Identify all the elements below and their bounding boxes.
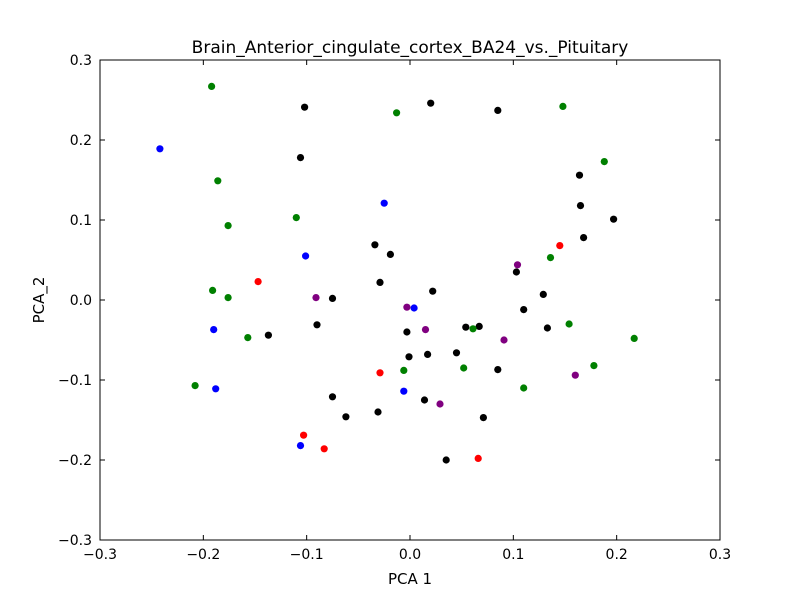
data-point-series1-12 [244,334,252,342]
data-point-series1-18 [520,384,528,392]
data-point-series2-0 [156,145,164,153]
data-point-series0-23 [424,350,432,358]
data-point-series1-10 [565,320,573,328]
data-point-series0-28 [374,408,382,416]
y-tick-label: −0.2 [58,453,92,469]
data-point-series1-16 [400,366,408,374]
data-point-series1-6 [292,214,300,222]
data-point-series4-3 [421,326,430,334]
data-point-series1-0 [208,82,216,90]
x-tick-label: 0.2 [606,547,628,563]
data-point-series1-11 [469,325,477,333]
data-point-series3-1 [254,278,262,286]
data-point-series1-8 [209,286,217,294]
data-point-series2-3 [410,304,418,312]
data-point-series0-30 [479,414,487,422]
data-point-series2-7 [296,442,305,450]
x-tick-label: 0.1 [502,547,524,563]
data-point-series1-9 [224,294,232,302]
data-point-series1-7 [546,254,555,262]
data-point-series3-3 [300,431,308,439]
data-point-series0-11 [429,287,437,295]
data-point-series0-10 [376,278,384,286]
ticks-layer: −0.3 −0.2 −0.1 0.0 0.1 0.2 0.3 −0.3 −0.2 −0.1 0.0 0… [58,53,731,563]
data-point-series0-19 [543,324,552,332]
data-point-series0-29 [342,413,350,421]
data-point-series1-1 [393,109,401,117]
data-point-series1-15 [460,364,468,372]
data-point-series2-6 [400,387,408,395]
data-point-series0-3 [296,154,305,162]
data-point-series1-17 [191,382,199,390]
data-point-series0-14 [328,294,337,302]
data-point-series1-3 [600,158,608,166]
data-point-series4-1 [312,294,320,302]
data-point-series0-16 [313,321,321,329]
data-point-series0-22 [452,349,461,357]
plot-frame [99,59,721,541]
data-point-series0-21 [264,331,272,339]
data-point-series0-18 [475,322,483,330]
x-tick-label: −0.1 [290,547,324,563]
data-point-series0-26 [328,393,337,401]
data-point-series0-15 [520,306,528,314]
data-point-series0-0 [301,103,309,111]
data-point-series3-4 [320,445,328,453]
data-point-series0-20 [403,328,411,336]
data-point-series0-4 [575,171,584,179]
x-tick-label: 0.0 [399,547,421,563]
y-tick-label: −0.1 [58,373,92,389]
data-point-series0-2 [494,106,502,114]
x-tick-label: −0.3 [83,547,117,563]
data-point-series0-25 [494,366,502,374]
data-point-series2-4 [210,326,218,334]
data-point-series0-12 [512,268,521,276]
points-layer [156,82,638,464]
x-tick-label: −0.2 [186,547,220,563]
data-point-series0-1 [427,99,435,107]
data-point-series0-7 [580,234,588,242]
y-tick-label: 0.0 [70,293,92,309]
y-tick-label: −0.3 [58,533,92,549]
data-point-series2-1 [380,199,388,207]
data-point-series0-6 [610,215,618,223]
data-point-series0-8 [371,241,379,249]
data-point-series4-2 [403,303,411,311]
data-point-series3-5 [474,454,482,462]
y-tick-label: 0.2 [70,133,92,149]
data-point-series1-4 [214,177,222,185]
data-point-series0-17 [462,323,470,331]
y-tick-label: 0.3 [70,53,92,69]
data-point-series1-5 [224,222,232,230]
data-point-series0-9 [386,250,394,258]
x-tick-label: 0.3 [709,547,731,563]
data-point-series4-6 [436,400,444,408]
data-point-series1-13 [630,334,638,342]
data-point-series0-5 [576,202,585,210]
data-point-series0-13 [539,290,547,298]
y-axis-label: PCA_2 [30,277,49,324]
y-tick-label: 0.1 [70,213,92,229]
data-point-series4-5 [571,371,579,379]
data-point-series0-27 [420,396,429,404]
data-point-series0-24 [405,353,413,361]
data-point-series2-5 [212,385,220,393]
data-point-series2-2 [302,252,310,260]
data-point-series1-14 [590,362,598,370]
data-point-series1-2 [559,102,567,110]
data-point-series4-0 [513,261,522,269]
chart-title: Brain_Anterior_cingulate_cortex_BA24_vs.… [192,38,629,58]
x-axis-label: PCA 1 [388,570,432,588]
data-point-series3-2 [376,369,384,377]
data-point-series3-0 [556,242,564,250]
data-point-series4-4 [500,336,508,344]
data-point-series0-31 [442,456,450,464]
